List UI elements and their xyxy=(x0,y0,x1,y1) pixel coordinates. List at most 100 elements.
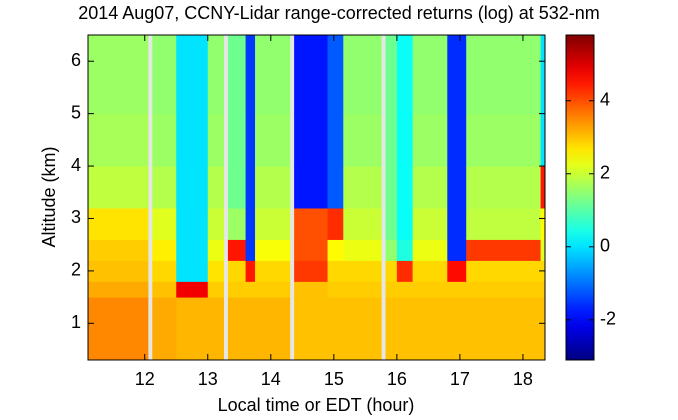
heatmap-cell xyxy=(176,113,209,167)
heatmap-cell xyxy=(227,239,247,261)
heatmap-cell xyxy=(412,260,448,282)
heatmap-cell xyxy=(88,207,149,240)
heatmap-cell xyxy=(396,166,414,209)
heatmap-cell xyxy=(245,281,256,298)
heatmap-cell xyxy=(466,166,542,209)
x-tick-label: 18 xyxy=(513,369,533,389)
y-axis-label: Altitude (km) xyxy=(39,146,59,247)
heatmap-cell xyxy=(227,166,247,209)
heatmap-cell xyxy=(294,239,329,261)
heatmap-cell xyxy=(152,35,177,115)
heatmap-cell xyxy=(227,113,247,167)
heatmap-cell xyxy=(245,35,256,115)
y-tick-label: 2 xyxy=(71,260,81,280)
x-axis-label: Local time or EDT (hour) xyxy=(218,395,415,415)
heatmap-cell xyxy=(343,281,382,298)
heatmap-cell xyxy=(343,239,382,261)
heatmap-cell xyxy=(447,281,467,298)
heatmap-cell xyxy=(466,281,542,298)
heatmap-cell xyxy=(327,207,344,240)
heatmap-cell xyxy=(343,260,382,282)
heatmap-cell xyxy=(385,207,398,240)
y-tick-label: 1 xyxy=(71,312,81,332)
heatmap-cell xyxy=(88,239,149,261)
heatmap-cell xyxy=(294,166,329,209)
heatmap-cells xyxy=(88,35,546,361)
heatmap-cell xyxy=(294,297,329,361)
heatmap-cell xyxy=(245,239,256,261)
heatmap-cell xyxy=(327,297,344,361)
heatmap-cell xyxy=(176,166,209,209)
heatmap-cell xyxy=(327,113,344,167)
heatmap-cell xyxy=(447,35,467,115)
heatmap-cell xyxy=(343,35,382,115)
colorbar-tick-label: 2 xyxy=(600,163,610,183)
heatmap-cell xyxy=(385,239,398,261)
heatmap-cell xyxy=(255,297,291,361)
heatmap-cell xyxy=(343,166,382,209)
heatmap-cell xyxy=(245,166,256,209)
heatmap-cell xyxy=(227,207,247,240)
heatmap-cell xyxy=(294,35,329,115)
heatmap-cell xyxy=(412,297,448,361)
heatmap-cell xyxy=(327,260,344,282)
x-tick-label: 13 xyxy=(198,369,218,389)
heatmap-cell xyxy=(227,281,247,298)
heatmap-cell xyxy=(207,113,225,167)
heatmap-cell xyxy=(412,113,448,167)
heatmap-cell xyxy=(396,113,414,167)
heatmap-cell xyxy=(207,166,225,209)
heatmap-cell xyxy=(88,297,149,361)
chart-title: 2014 Aug07, CCNY-Lidar range-corrected r… xyxy=(78,3,600,23)
heatmap-cell xyxy=(207,239,225,261)
heatmap-cell xyxy=(176,35,209,115)
plot-frame xyxy=(87,34,546,361)
x-tick-label: 17 xyxy=(450,369,470,389)
heatmap-cell xyxy=(255,166,291,209)
heatmap-cell xyxy=(152,297,177,361)
heatmap-cell xyxy=(294,281,329,298)
heatmap-cell xyxy=(245,113,256,167)
heatmap-cell xyxy=(385,260,398,282)
x-tick-label: 14 xyxy=(261,369,281,389)
heatmap-cell xyxy=(412,239,448,261)
colorbar xyxy=(565,34,595,361)
heatmap-cell xyxy=(540,166,546,209)
heatmap-cell xyxy=(466,260,542,282)
heatmap-cell xyxy=(294,113,329,167)
heatmap-cell xyxy=(176,239,209,261)
heatmap-cell xyxy=(343,207,382,240)
heatmap-cell xyxy=(152,166,177,209)
heatmap-cell xyxy=(343,297,382,361)
heatmap-cell xyxy=(396,297,414,361)
heatmap-cell xyxy=(88,113,149,167)
heatmap-cell xyxy=(294,207,329,240)
heatmap-cell xyxy=(412,166,448,209)
heatmap-cell xyxy=(396,35,414,115)
heatmap-cell xyxy=(176,297,209,361)
heatmap-cell xyxy=(327,166,344,209)
heatmap-cell xyxy=(385,35,398,115)
heatmap-cell xyxy=(245,297,256,361)
heatmap-cell xyxy=(466,297,542,361)
heatmap-cell xyxy=(385,281,398,298)
colorbar-tick-label: 4 xyxy=(600,89,610,109)
heatmap-cell xyxy=(255,113,291,167)
heatmap-cell xyxy=(412,207,448,240)
y-tick-label: 3 xyxy=(71,207,81,227)
x-tick-label: 12 xyxy=(135,369,155,389)
heatmap-cell xyxy=(255,260,291,282)
heatmap-cell xyxy=(540,35,546,115)
heatmap-cell xyxy=(88,260,149,282)
heatmap-cell xyxy=(255,239,291,261)
heatmap-cell xyxy=(152,239,177,261)
heatmap-cell xyxy=(540,297,546,361)
heatmap-cell xyxy=(385,166,398,209)
heatmap-cell xyxy=(255,35,291,115)
heatmap-cell xyxy=(447,260,467,282)
heatmap-cell xyxy=(207,207,225,240)
heatmap-cell xyxy=(466,35,542,115)
heatmap-cell xyxy=(88,281,149,298)
heatmap-cell xyxy=(327,35,344,115)
heatmap-cell xyxy=(207,281,225,298)
